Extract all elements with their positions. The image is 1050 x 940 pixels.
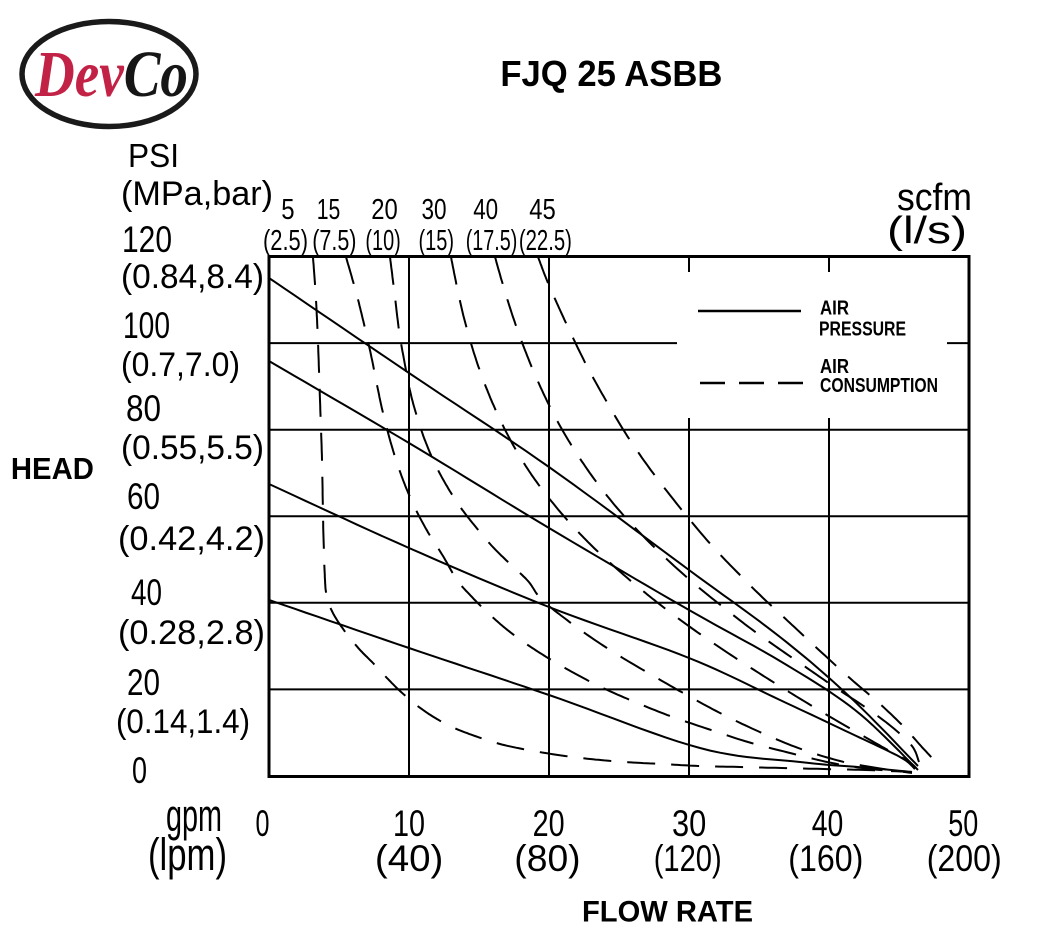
svg-text:40: 40 — [812, 803, 844, 844]
svg-text:0: 0 — [132, 750, 147, 791]
svg-text:40: 40 — [131, 572, 162, 613]
svg-text:DevCo: DevCo — [34, 38, 188, 111]
svg-text:FJQ 25 ASBB: FJQ 25 ASBB — [500, 53, 722, 94]
svg-text:20: 20 — [127, 662, 160, 703]
svg-text:AIR: AIR — [820, 356, 849, 378]
svg-text:5: 5 — [281, 194, 294, 226]
svg-text:gpm: gpm — [166, 790, 222, 841]
svg-text:(120): (120) — [654, 838, 722, 879]
svg-text:80: 80 — [126, 388, 161, 429]
svg-text:(0.84,8.4): (0.84,8.4) — [121, 258, 264, 296]
svg-text:(lpm): (lpm) — [148, 829, 227, 880]
svg-text:(0.7,7.0): (0.7,7.0) — [121, 346, 240, 384]
svg-text:(200): (200) — [927, 838, 1002, 879]
svg-text:(0.42,4.2): (0.42,4.2) — [118, 520, 265, 558]
svg-text:(7.5): (7.5) — [312, 225, 356, 257]
svg-text:(10): (10) — [365, 225, 400, 257]
svg-text:30: 30 — [672, 803, 706, 844]
svg-text:(22.5): (22.5) — [519, 225, 572, 257]
svg-text:20: 20 — [371, 194, 398, 226]
svg-text:(l/s): (l/s) — [887, 210, 967, 252]
svg-text:(40): (40) — [375, 838, 444, 879]
svg-text:(MPa,bar): (MPa,bar) — [121, 175, 273, 213]
svg-text:(2.5): (2.5) — [263, 225, 308, 257]
svg-text:20: 20 — [533, 803, 565, 844]
svg-text:(80): (80) — [514, 838, 580, 879]
svg-text:(0.28,2.8): (0.28,2.8) — [118, 614, 265, 652]
svg-text:120: 120 — [122, 219, 172, 260]
svg-text:40: 40 — [473, 194, 498, 226]
svg-text:(160): (160) — [788, 838, 863, 879]
svg-text:(0.14,1.4): (0.14,1.4) — [116, 703, 250, 741]
svg-text:CONSUMPTION: CONSUMPTION — [820, 375, 938, 397]
svg-text:PSI: PSI — [128, 137, 179, 174]
svg-text:PRESSURE: PRESSURE — [819, 319, 906, 341]
svg-text:(0.55,5.5): (0.55,5.5) — [121, 429, 264, 467]
svg-text:30: 30 — [422, 194, 447, 226]
svg-text:scfm: scfm — [897, 177, 972, 219]
svg-text:AIR: AIR — [820, 298, 849, 320]
svg-text:10: 10 — [393, 803, 425, 844]
svg-text:0: 0 — [256, 803, 270, 844]
svg-text:100: 100 — [123, 305, 170, 346]
svg-text:(15): (15) — [419, 225, 455, 257]
svg-text:45: 45 — [529, 194, 556, 226]
svg-text:HEAD: HEAD — [11, 451, 94, 486]
svg-text:15: 15 — [317, 194, 341, 226]
svg-text:50: 50 — [948, 803, 978, 844]
svg-text:FLOW RATE: FLOW RATE — [582, 896, 753, 929]
svg-text:(17.5): (17.5) — [466, 225, 518, 257]
svg-text:60: 60 — [127, 476, 160, 517]
